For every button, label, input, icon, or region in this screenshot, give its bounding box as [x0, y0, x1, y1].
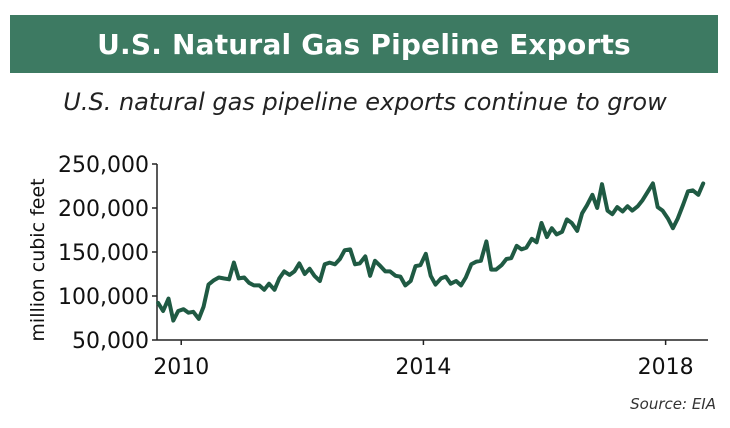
y-axis-ticks: 50,000 100,000 150,000 200,000 250,000 — [58, 153, 157, 354]
y-tick-label: 250,000 — [58, 153, 149, 178]
x-tick-label: 2010 — [153, 355, 209, 380]
series-line — [156, 181, 706, 323]
y-tick-label: 200,000 — [58, 197, 149, 222]
y-tick-label: 150,000 — [58, 241, 149, 266]
chart-title: U.S. Natural Gas Pipeline Exports — [97, 27, 631, 61]
x-tick-label: 2014 — [395, 355, 451, 380]
x-tick-label: 2018 — [638, 355, 694, 380]
y-tick-label: 100,000 — [58, 285, 149, 310]
y-axis-label: million cubic feet — [27, 178, 49, 341]
title-banner: U.S. Natural Gas Pipeline Exports — [10, 15, 718, 73]
source-note: Source: EIA — [630, 395, 716, 413]
x-axis-ticks: 2010 2014 2018 — [153, 340, 694, 380]
y-tick-label: 50,000 — [72, 329, 149, 354]
chart-subtitle: U.S. natural gas pipeline exports contin… — [63, 88, 667, 116]
